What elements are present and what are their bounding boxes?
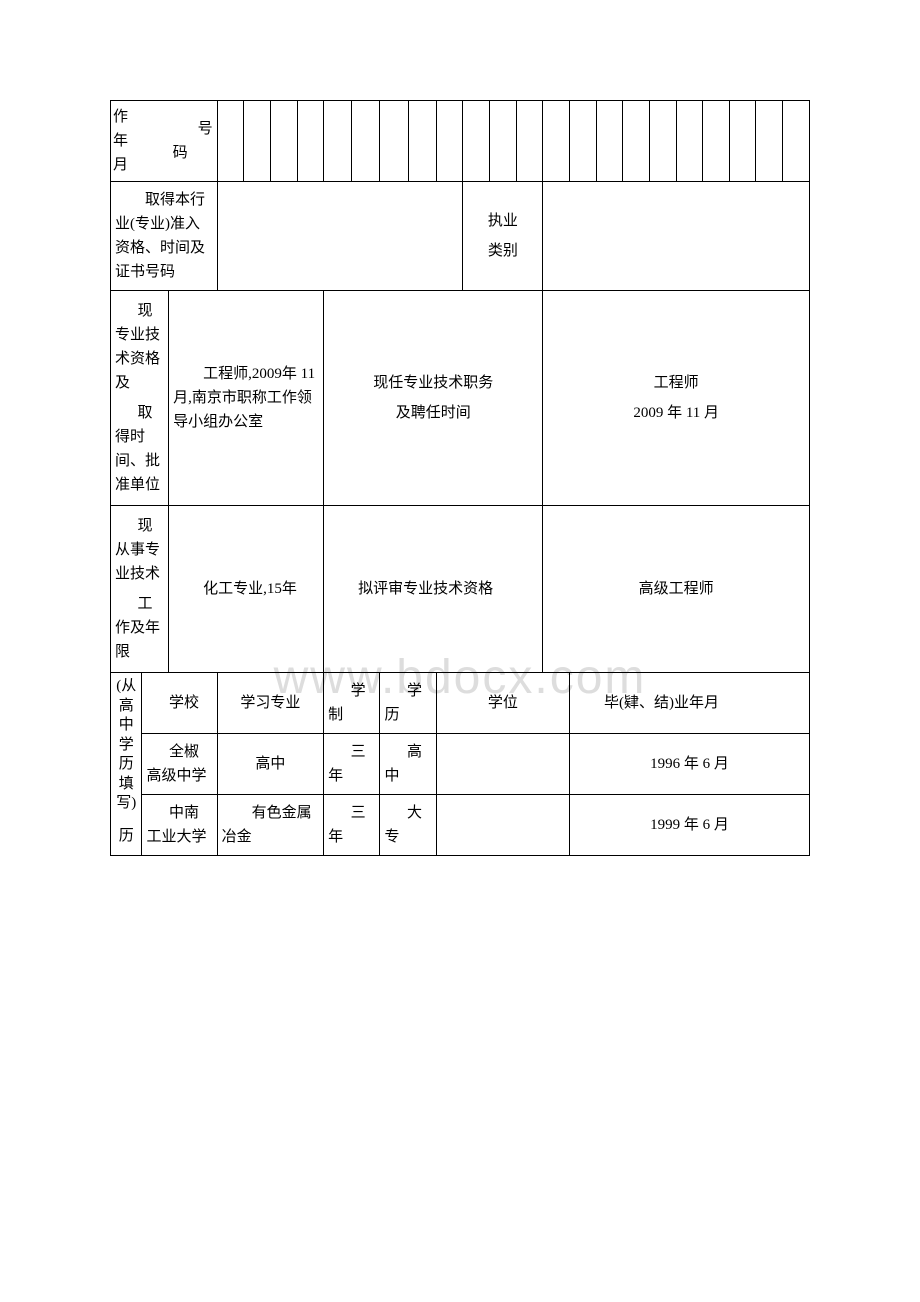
r1-c21: [756, 101, 783, 182]
edu-h-duration: 学制: [324, 673, 380, 734]
r2-label-text: 取得本行业(专业)准入资格、时间及证书号码: [115, 192, 205, 280]
r3-label-b: 取得时间、批准单位: [115, 401, 164, 497]
edu-h-level: 学历: [380, 673, 436, 734]
row2-sublabel: 执业 类别: [463, 182, 543, 291]
r1-l2a: 号: [173, 117, 213, 141]
row3-value: 工程师,2009年 11 月,南京市职称工作领导小组办公室: [169, 291, 324, 506]
edu-r1-c1: 全椒高级中学: [146, 744, 206, 784]
r3-label-a: 现专业技术资格及: [115, 299, 164, 395]
r3-v2a: 工程师: [547, 368, 805, 398]
r1-c10: [463, 101, 490, 182]
edu-section-label: (从高中学历填写) 历: [111, 673, 142, 856]
r4-label-a: 现从事专业技术: [115, 514, 164, 586]
r3-value-text: 工程师,2009年 11 月,南京市职称工作领导小组办公室: [173, 366, 315, 430]
row1-label1: 作 年 月: [111, 101, 142, 182]
r1-c17: [649, 101, 676, 182]
r4-label-b: 工作及年限: [115, 592, 164, 664]
r4-v2-text: 高级工程师: [639, 581, 714, 597]
row1-label2: 号 码: [169, 101, 217, 182]
r1-c22: [783, 101, 810, 182]
r2-sub2: 类别: [467, 236, 538, 266]
edu-h1: 学校: [169, 695, 199, 711]
r4-value-text: 化工专业,15年: [203, 581, 297, 597]
edu-r2-c6: 1999 年 6 月: [650, 817, 729, 833]
row3-sublabel: 现任专业技术职务 及聘任时间: [324, 291, 543, 506]
row1-spacer1: [142, 101, 169, 182]
r1-l1a: 作: [113, 105, 140, 129]
r1-l1b: 年: [113, 129, 140, 153]
edu-h3: 学制: [328, 683, 366, 723]
r1-c13: [543, 101, 570, 182]
r1-c11: [490, 101, 517, 182]
edu-r2-c1: 中南工业大学: [146, 805, 206, 845]
r1-c3: [270, 101, 297, 182]
edu-h-grad: 毕(肄、结)业年月: [570, 673, 810, 734]
row2-value1: [217, 182, 463, 291]
edu-h5: 学位: [488, 695, 518, 711]
edu-h-degree: 学位: [436, 673, 569, 734]
r1-c9: [436, 101, 463, 182]
edu-h-major: 学习专业: [217, 673, 324, 734]
edu-slabel2: 历: [113, 824, 139, 848]
r1-c18: [676, 101, 703, 182]
edu-r1-school: 全椒高级中学: [142, 734, 217, 795]
r3-v2b: 2009 年 11 月: [547, 398, 805, 428]
r1-c6: [352, 101, 380, 182]
edu-r2-degree: [436, 795, 569, 856]
edu-r2-major: 有色金属冶金: [217, 795, 324, 856]
edu-r1-c6: 1996 年 6 月: [650, 756, 729, 772]
edu-slabel: (从高中学历填写): [113, 677, 139, 814]
edu-r2-c4: 大专: [384, 805, 422, 845]
r1-l2b: 码: [173, 141, 213, 165]
document-table: 作 年 月 号 码 取得本行业(专业)准入资格、时: [110, 100, 810, 856]
row2-label: 取得本行业(专业)准入资格、时间及证书号码: [111, 182, 218, 291]
row3-value2: 工程师 2009 年 11 月: [543, 291, 810, 506]
edu-r1-major: 高中: [217, 734, 324, 795]
r1-c2: [244, 101, 271, 182]
edu-r2-duration: 三年: [324, 795, 380, 856]
row4-sublabel: 拟评审专业技术资格: [324, 506, 543, 673]
r1-c8: [408, 101, 436, 182]
r1-c15: [596, 101, 623, 182]
edu-r1-level: 高中: [380, 734, 436, 795]
r1-c12: [516, 101, 543, 182]
row2-value2: [543, 182, 810, 291]
r1-c1: [217, 101, 244, 182]
r3-sub2: 及聘任时间: [328, 398, 538, 428]
edu-r1-grad: 1996 年 6 月: [570, 734, 810, 795]
r1-c20: [729, 101, 756, 182]
edu-h6: 毕(肄、结)业年月: [604, 695, 719, 711]
row4-value: 化工专业,15年: [169, 506, 324, 673]
edu-r1-c4: 高中: [384, 744, 422, 784]
row4-value2: 高级工程师: [543, 506, 810, 673]
r4-sub-text: 拟评审专业技术资格: [358, 581, 493, 597]
edu-h4: 学历: [384, 683, 422, 723]
row3-label: 现专业技术资格及 取得时间、批准单位: [111, 291, 169, 506]
edu-r2-c3: 三年: [328, 805, 366, 845]
edu-r2-school: 中南工业大学: [142, 795, 217, 856]
edu-r1-degree: [436, 734, 569, 795]
r1-c7: [380, 101, 408, 182]
r1-c5: [324, 101, 352, 182]
r1-l1c: 月: [113, 153, 140, 177]
row4-label: 现从事专业技术 工作及年限: [111, 506, 169, 673]
edu-h2: 学习专业: [240, 695, 300, 711]
edu-r1-duration: 三年: [324, 734, 380, 795]
r1-c4: [297, 101, 324, 182]
edu-r2-level: 大专: [380, 795, 436, 856]
r1-c19: [703, 101, 730, 182]
edu-r1-c3: 三年: [328, 744, 366, 784]
r1-c14: [570, 101, 597, 182]
edu-r2-grad: 1999 年 6 月: [570, 795, 810, 856]
edu-r1-c2: 高中: [255, 756, 285, 772]
r1-c16: [623, 101, 650, 182]
edu-r2-c2: 有色金属冶金: [222, 805, 312, 845]
r2-sub1: 执业: [467, 206, 538, 236]
edu-h-school: 学校: [142, 673, 217, 734]
r3-sub1: 现任专业技术职务: [328, 368, 538, 398]
